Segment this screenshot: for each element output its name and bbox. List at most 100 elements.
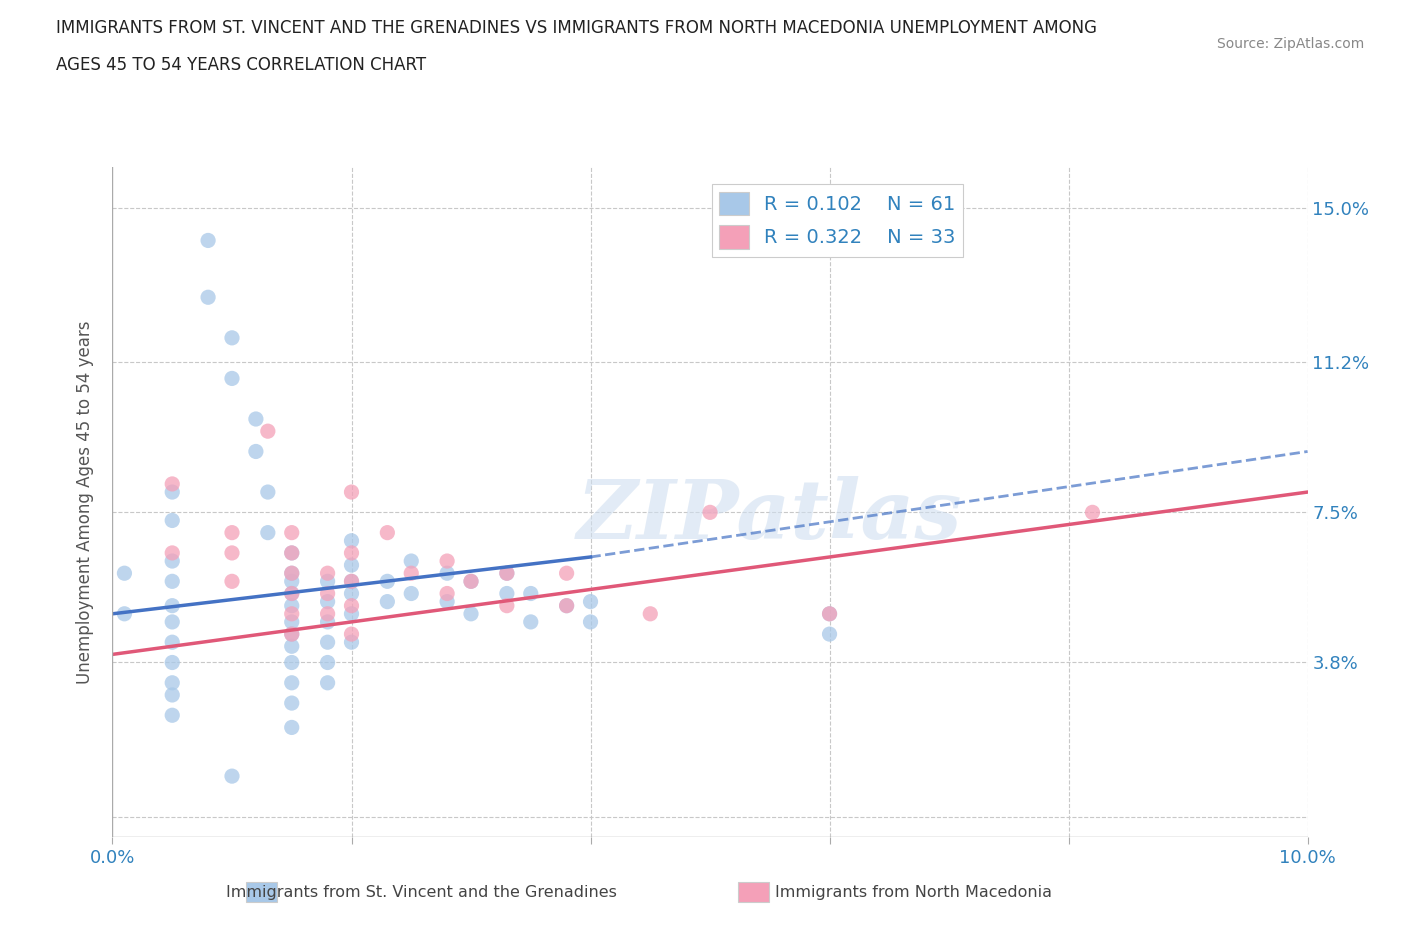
Point: [340, 533, 363, 548]
Point: [197, 290, 219, 305]
Point: [162, 546, 183, 561]
Point: [638, 606, 662, 621]
Point: [340, 558, 363, 573]
Point: [340, 574, 363, 589]
Point: [818, 627, 841, 642]
Point: [699, 505, 721, 520]
Point: [281, 586, 304, 601]
Point: [436, 594, 458, 609]
Point: [316, 574, 339, 589]
Point: [221, 546, 243, 561]
Point: [818, 606, 841, 621]
Point: [281, 627, 304, 642]
Point: [114, 565, 135, 580]
Point: [162, 598, 183, 613]
Point: [496, 586, 519, 601]
Point: [340, 546, 363, 561]
Text: AGES 45 TO 54 YEARS CORRELATION CHART: AGES 45 TO 54 YEARS CORRELATION CHART: [56, 56, 426, 73]
Point: [436, 565, 458, 580]
Point: [340, 635, 363, 650]
Point: [496, 565, 519, 580]
Point: [520, 615, 543, 630]
Point: [579, 594, 602, 609]
Text: ZIPatlas: ZIPatlas: [576, 475, 963, 555]
Point: [162, 675, 183, 690]
Point: [281, 615, 304, 630]
Point: [221, 330, 243, 345]
Point: [162, 574, 183, 589]
Point: [281, 675, 304, 690]
Text: Immigrants from St. Vincent and the Grenadines: Immigrants from St. Vincent and the Gren…: [226, 885, 617, 900]
Text: Source: ZipAtlas.com: Source: ZipAtlas.com: [1216, 37, 1364, 51]
Point: [377, 594, 399, 609]
Point: [281, 565, 304, 580]
Point: [436, 553, 458, 568]
Point: [401, 565, 423, 580]
Point: [257, 424, 280, 439]
FancyBboxPatch shape: [246, 882, 277, 902]
Point: [401, 586, 423, 601]
Point: [316, 606, 339, 621]
Point: [579, 615, 602, 630]
Point: [162, 513, 183, 528]
Point: [281, 546, 304, 561]
Point: [520, 586, 543, 601]
Point: [221, 525, 243, 540]
Point: [340, 606, 363, 621]
Point: [340, 485, 363, 499]
Text: Immigrants from North Macedonia: Immigrants from North Macedonia: [775, 885, 1053, 900]
Y-axis label: Unemployment Among Ages 45 to 54 years: Unemployment Among Ages 45 to 54 years: [76, 321, 94, 684]
Point: [340, 627, 363, 642]
Point: [162, 687, 183, 702]
Point: [316, 655, 339, 670]
Text: IMMIGRANTS FROM ST. VINCENT AND THE GRENADINES VS IMMIGRANTS FROM NORTH MACEDONI: IMMIGRANTS FROM ST. VINCENT AND THE GREN…: [56, 19, 1097, 36]
Point: [162, 485, 183, 499]
Point: [281, 696, 304, 711]
Point: [162, 655, 183, 670]
Point: [114, 606, 135, 621]
Point: [281, 546, 304, 561]
Point: [316, 635, 339, 650]
Point: [281, 606, 304, 621]
Point: [281, 639, 304, 654]
Point: [316, 565, 339, 580]
Point: [281, 586, 304, 601]
Point: [162, 476, 183, 491]
Point: [197, 233, 219, 248]
Point: [1081, 505, 1104, 520]
Point: [436, 586, 458, 601]
Point: [281, 525, 304, 540]
Point: [221, 574, 243, 589]
Point: [245, 444, 267, 458]
Point: [496, 565, 519, 580]
Point: [316, 594, 339, 609]
Point: [460, 574, 482, 589]
Point: [401, 553, 423, 568]
Point: [377, 525, 399, 540]
Point: [162, 635, 183, 650]
Point: [818, 606, 841, 621]
FancyBboxPatch shape: [738, 882, 769, 902]
Point: [245, 412, 267, 427]
Point: [281, 720, 304, 735]
Point: [316, 675, 339, 690]
Point: [316, 615, 339, 630]
Point: [162, 708, 183, 723]
Point: [496, 598, 519, 613]
Point: [555, 598, 578, 613]
Legend: R = 0.102    N = 61, R = 0.322    N = 33: R = 0.102 N = 61, R = 0.322 N = 33: [711, 184, 963, 257]
Point: [281, 655, 304, 670]
Point: [340, 586, 363, 601]
Point: [221, 371, 243, 386]
Point: [221, 769, 243, 784]
Point: [257, 485, 280, 499]
Point: [555, 598, 578, 613]
Point: [281, 598, 304, 613]
Point: [257, 525, 280, 540]
Point: [316, 586, 339, 601]
Point: [281, 574, 304, 589]
Point: [281, 627, 304, 642]
Point: [460, 606, 482, 621]
Point: [460, 574, 482, 589]
Point: [555, 565, 578, 580]
